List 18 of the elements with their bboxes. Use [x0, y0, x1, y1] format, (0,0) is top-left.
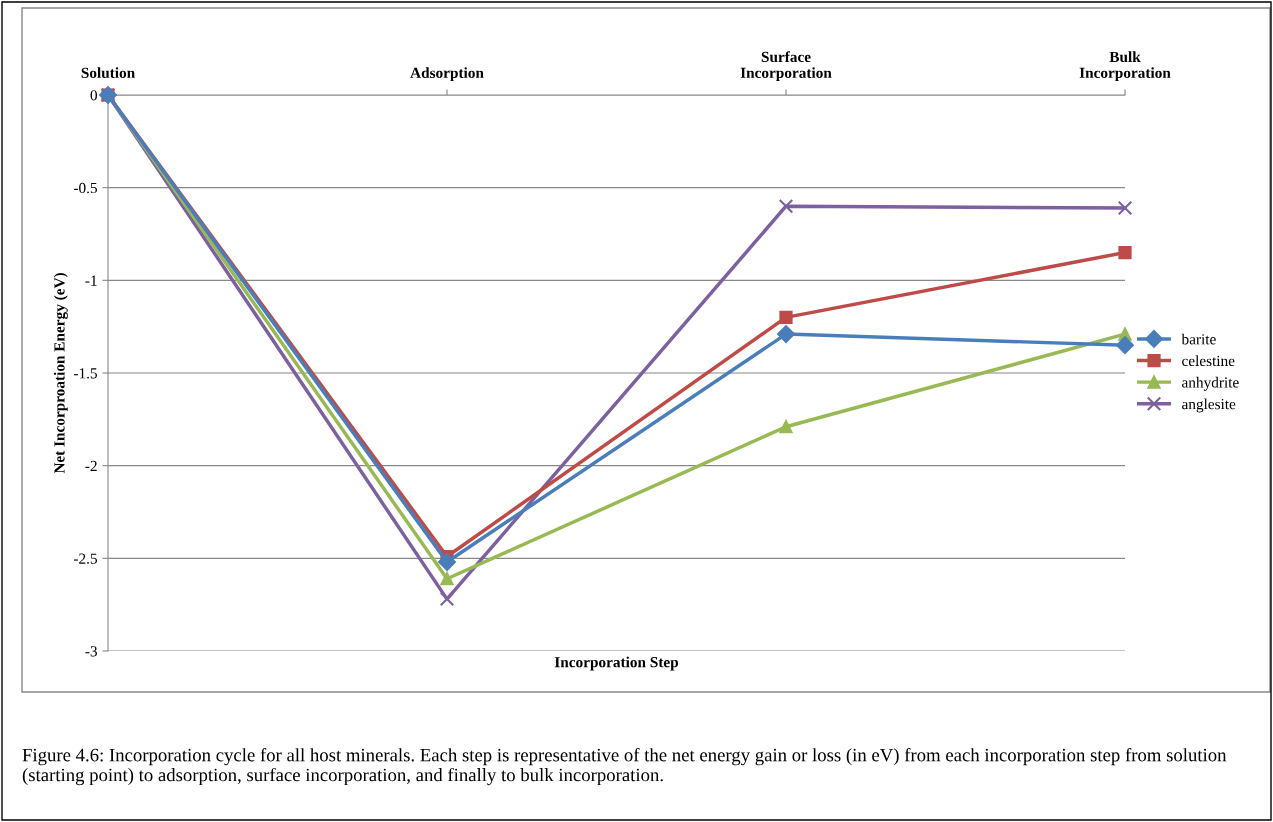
y-axis-title: Net Incorproation Energy (eV) [53, 273, 68, 474]
y-tick-label: 0 [90, 90, 97, 101]
y-tick-label: -3 [85, 646, 97, 657]
y-tick-label: -2 [85, 460, 97, 471]
y-tick-label: -1.5 [73, 368, 97, 379]
legend-label: celestine [1182, 355, 1235, 367]
y-tick-label: -1 [85, 275, 97, 286]
y-tick-label: -0.5 [73, 182, 97, 194]
legend-label: barite [1181, 333, 1216, 345]
x-tick-label: Surface Incorporation [740, 51, 832, 82]
caption: Figure 4.6: Incorporation cycle for all host minerals. Each step is representative of the net energy gain or loss (in eV) from each incorporation step from solution (starting point) to adsorption, surface incorporation, and finally to bulk incorporation. [22, 748, 1227, 786]
y-tick-label: -2.5 [73, 553, 97, 564]
x-axis-title: Incorporation Step [554, 656, 679, 671]
x-tick-label: Bulk Incorporation [1079, 51, 1171, 82]
x-tick-label: Solution [81, 67, 135, 79]
legend-label: anhydrite [1182, 376, 1239, 391]
legend-label: anglesite [1182, 398, 1236, 413]
x-tick-label: Adsorption [410, 67, 484, 82]
